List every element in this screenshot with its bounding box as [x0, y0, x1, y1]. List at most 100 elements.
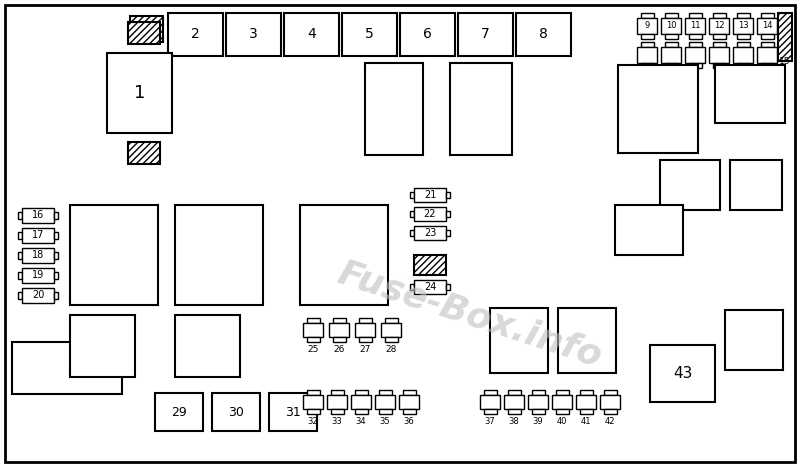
Text: 34: 34 [356, 417, 366, 426]
Bar [685, 18, 705, 34]
Bar [446, 211, 450, 217]
Bar [175, 205, 263, 305]
Bar [378, 390, 391, 395]
Bar [665, 63, 678, 68]
Bar [689, 34, 702, 39]
Text: 6: 6 [423, 28, 432, 42]
Bar [641, 42, 654, 47]
Bar [641, 63, 654, 68]
Bar [410, 211, 414, 217]
Text: 8: 8 [539, 28, 548, 42]
Bar [600, 395, 620, 409]
Bar [358, 318, 371, 323]
Text: 27: 27 [359, 345, 370, 354]
Bar [410, 230, 414, 236]
Bar [689, 42, 702, 47]
Bar [685, 47, 705, 63]
Bar [303, 395, 323, 409]
Bar [528, 395, 548, 409]
Bar [306, 337, 319, 342]
Bar [18, 232, 22, 239]
Bar [715, 65, 785, 123]
Bar [615, 205, 683, 255]
Bar [661, 18, 681, 34]
Text: 36: 36 [404, 417, 414, 426]
Bar [342, 13, 397, 56]
Bar [414, 188, 446, 202]
Bar [730, 160, 782, 210]
Bar [212, 393, 260, 431]
Bar [778, 13, 792, 61]
Text: 35: 35 [380, 417, 390, 426]
Text: 5: 5 [365, 28, 374, 42]
Bar [555, 409, 569, 414]
Text: 30: 30 [228, 405, 244, 418]
Bar [70, 205, 158, 305]
Bar [414, 280, 446, 294]
Text: 24: 24 [424, 282, 436, 292]
Bar [660, 160, 720, 210]
Bar [54, 292, 58, 299]
Bar [504, 395, 524, 409]
Bar [385, 318, 398, 323]
Bar [507, 409, 521, 414]
Bar [689, 13, 702, 18]
Bar [358, 337, 371, 342]
Bar [303, 323, 323, 337]
Bar [410, 284, 414, 290]
Text: 18: 18 [32, 250, 44, 261]
Bar [446, 284, 450, 290]
Bar [175, 315, 240, 377]
Bar [306, 390, 319, 395]
Bar [414, 226, 446, 240]
Bar [757, 18, 777, 34]
Bar [22, 288, 54, 303]
Bar [354, 409, 367, 414]
Bar [54, 252, 58, 259]
Text: 7: 7 [481, 28, 490, 42]
Bar [733, 18, 753, 34]
Text: 2: 2 [191, 28, 200, 42]
Bar [761, 42, 774, 47]
Bar [269, 393, 317, 431]
Text: 23: 23 [424, 228, 436, 238]
Bar [306, 409, 319, 414]
Text: 37: 37 [485, 417, 495, 426]
Bar [306, 318, 319, 323]
Bar [737, 63, 750, 68]
Bar [330, 409, 343, 414]
Bar [410, 192, 414, 198]
Text: 29: 29 [171, 405, 187, 418]
Bar [555, 390, 569, 395]
Bar [483, 390, 497, 395]
Bar [637, 47, 657, 63]
Bar [737, 42, 750, 47]
Bar [12, 342, 122, 394]
Text: 43: 43 [673, 366, 692, 381]
Bar [54, 232, 58, 239]
Bar [737, 13, 750, 18]
Text: 10: 10 [666, 21, 676, 30]
Text: 1: 1 [134, 84, 145, 102]
Bar [168, 13, 223, 56]
Bar [713, 42, 726, 47]
Bar [516, 13, 571, 56]
Bar [333, 318, 346, 323]
Bar [757, 47, 777, 63]
Bar [400, 13, 455, 56]
Text: Fuse-Box.info: Fuse-Box.info [334, 256, 606, 374]
Text: 32: 32 [308, 417, 318, 426]
Bar [330, 390, 343, 395]
Bar [284, 13, 339, 56]
Bar [576, 395, 596, 409]
Bar [603, 409, 617, 414]
Text: 20: 20 [32, 290, 44, 300]
Bar [327, 395, 347, 409]
Bar [689, 63, 702, 68]
Text: 4: 4 [307, 28, 316, 42]
Bar [552, 395, 572, 409]
Bar [558, 308, 616, 373]
Bar [761, 34, 774, 39]
Text: 19: 19 [32, 270, 44, 281]
Text: 14: 14 [762, 21, 772, 30]
